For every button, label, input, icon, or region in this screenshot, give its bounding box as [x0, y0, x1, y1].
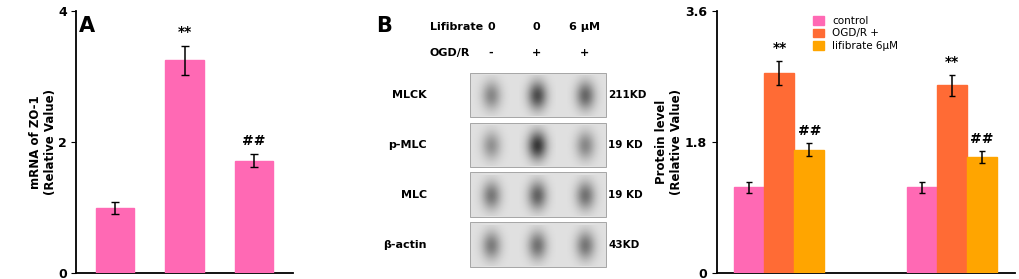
Bar [936, 85, 966, 273]
Bar [470, 123, 605, 167]
Text: 43KD: 43KD [607, 240, 639, 250]
Text: A: A [78, 16, 95, 36]
Text: **: ** [944, 55, 958, 69]
Legend: control, OGD/R +, lifibrate 6μM: control, OGD/R +, lifibrate 6μM [810, 14, 899, 53]
Bar [165, 60, 204, 273]
Text: +: + [532, 48, 541, 58]
Text: 0: 0 [532, 22, 540, 32]
Bar [96, 208, 133, 273]
Text: MLC: MLC [400, 190, 427, 200]
Text: +: + [580, 48, 589, 58]
Text: **: ** [771, 41, 786, 55]
Y-axis label: Protein level
(Relative Value): Protein level (Relative Value) [654, 89, 683, 195]
Text: Lifibrate: Lifibrate [429, 22, 482, 32]
Text: 19 KD: 19 KD [607, 190, 642, 200]
Bar [470, 172, 605, 217]
Bar [763, 73, 794, 273]
Bar [966, 157, 996, 273]
Text: MLCK: MLCK [392, 90, 427, 100]
Text: 211KD: 211KD [607, 90, 646, 100]
Text: **: ** [177, 25, 192, 39]
Bar [470, 222, 605, 267]
Text: 0: 0 [487, 22, 494, 32]
Text: β-actin: β-actin [383, 240, 427, 250]
Text: OGD/R: OGD/R [429, 48, 470, 58]
Bar [906, 187, 936, 273]
Bar [470, 73, 605, 117]
Text: ##: ## [969, 132, 993, 146]
Text: B: B [376, 16, 391, 36]
Text: p-MLC: p-MLC [388, 140, 427, 150]
Text: ##: ## [243, 134, 266, 148]
Text: 6 μM: 6 μM [569, 22, 600, 32]
Text: ##: ## [797, 124, 820, 138]
Bar [234, 161, 273, 273]
Y-axis label: mRNA of ZO-1
(Relative Value): mRNA of ZO-1 (Relative Value) [29, 89, 57, 195]
Text: -: - [488, 48, 493, 58]
Text: 19 KD: 19 KD [607, 140, 642, 150]
Bar [734, 187, 763, 273]
Bar [794, 150, 823, 273]
